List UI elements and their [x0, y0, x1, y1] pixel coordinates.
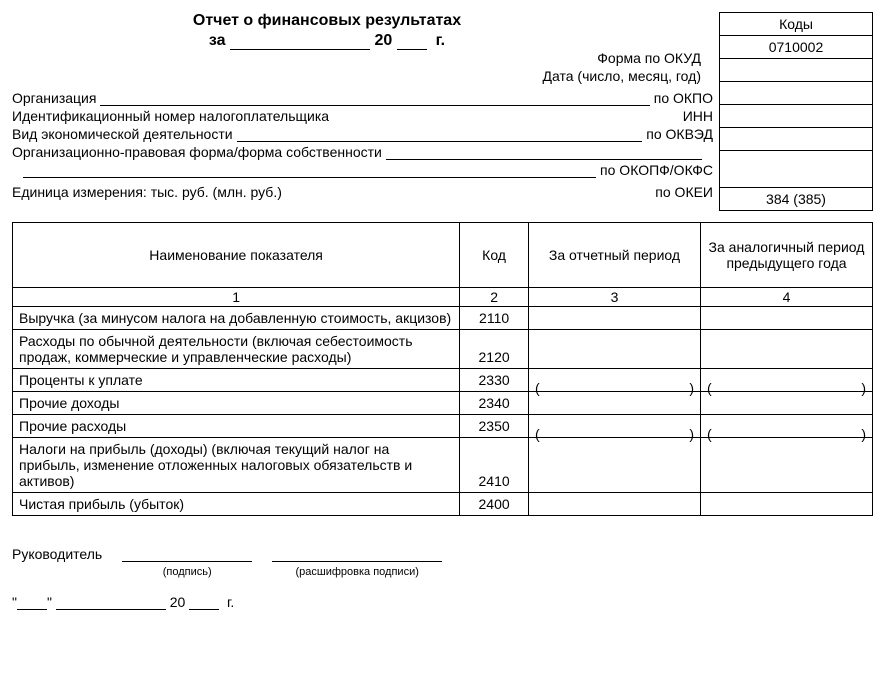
row-current: ()	[528, 415, 700, 438]
okpo-cell	[720, 82, 873, 105]
row-prev	[700, 307, 872, 330]
okopf-label: по ОКОПФ/ОКФС	[600, 162, 713, 178]
row-current	[528, 438, 700, 493]
row-prev	[700, 438, 872, 493]
form-okud-label: Форма по ОКУД	[12, 50, 701, 66]
row-name: Расходы по обычной деятельности (включая…	[13, 330, 460, 369]
okud-value: 0710002	[720, 36, 873, 59]
unit-label: Единица измерения: тыс. руб. (млн. руб.)	[12, 184, 282, 200]
table-row: Прочие доходы2340	[13, 392, 873, 415]
row-name: Чистая прибыль (убыток)	[13, 493, 460, 516]
period-blank	[230, 33, 370, 50]
numcol-4: 4	[700, 288, 872, 307]
okei-value: 384 (385)	[720, 188, 873, 211]
activity-fill	[237, 126, 643, 142]
table-row: Налоги на прибыль (доходы) (включая теку…	[13, 438, 873, 493]
title-line2: за 20 г.	[162, 32, 492, 50]
col-code: Код	[460, 223, 529, 288]
month-blank	[56, 595, 166, 610]
row-prev: ()	[700, 415, 872, 438]
date-label: Дата (число, месяц, год)	[12, 68, 701, 84]
row-name: Прочие доходы	[13, 392, 460, 415]
row-code: 2120	[460, 330, 529, 369]
sign-caption: (подпись)	[122, 566, 252, 578]
row-code: 2110	[460, 307, 529, 330]
row-current	[528, 392, 700, 415]
inn-cell	[720, 105, 873, 128]
decode-blank	[272, 546, 442, 562]
date-line: "" 20 г.	[12, 594, 873, 610]
okopf-cell	[720, 151, 873, 188]
row-name: Налоги на прибыль (доходы) (включая теку…	[13, 438, 460, 493]
col-name: Наименование показателя	[13, 223, 460, 288]
title-line1: Отчет о финансовых результатах	[162, 12, 492, 30]
inn-left-label: Идентификационный номер налогоплательщик…	[12, 108, 329, 124]
day-blank	[17, 595, 47, 610]
col-prev: За аналогичный период предыдущего года	[700, 223, 872, 288]
org-fill	[100, 90, 649, 106]
row-prev: ()	[700, 369, 872, 392]
sig-year-blank	[189, 595, 219, 610]
row-code: 2330	[460, 369, 529, 392]
title-block: Отчет о финансовых результатах за 20 г.	[162, 12, 492, 50]
org-label: Организация	[12, 90, 96, 106]
row-name: Выручка (за минусом налога на добавленну…	[13, 307, 460, 330]
legal-form-fill2	[23, 162, 596, 178]
table-row: Проценты к уплате2330()()	[13, 369, 873, 392]
signature-block: Руководитель Руководитель (подпись) (рас…	[12, 546, 873, 610]
legal-form-fill	[386, 144, 702, 160]
col-current: За отчетный период	[528, 223, 700, 288]
row-prev	[700, 330, 872, 369]
row-code: 2340	[460, 392, 529, 415]
table-row: Чистая прибыль (убыток)2400	[13, 493, 873, 516]
leader-label: Руководитель	[12, 546, 102, 562]
sign-blank	[122, 546, 252, 562]
row-code: 2410	[460, 438, 529, 493]
row-current	[528, 330, 700, 369]
activity-label: Вид экономической деятельности	[12, 126, 233, 142]
row-code: 2350	[460, 415, 529, 438]
table-row: Выручка (за минусом налога на добавленну…	[13, 307, 873, 330]
numcol-3: 3	[528, 288, 700, 307]
legal-form-label: Организационно-правовая форма/форма собс…	[12, 144, 382, 160]
year-blank	[397, 33, 427, 50]
row-name: Прочие расходы	[13, 415, 460, 438]
codes-header: Коды	[720, 13, 873, 36]
okpo-label: по ОКПО	[654, 90, 713, 106]
row-current: ()	[528, 369, 700, 392]
okei-label: по ОКЕИ	[655, 184, 713, 200]
row-current	[528, 307, 700, 330]
main-table: Наименование показателя Код За отчетный …	[12, 222, 873, 516]
row-prev	[700, 392, 872, 415]
row-name: Проценты к уплате	[13, 369, 460, 392]
numcol-1: 1	[13, 288, 460, 307]
table-row: Расходы по обычной деятельности (включая…	[13, 330, 873, 369]
table-row: Прочие расходы2350()()	[13, 415, 873, 438]
row-code: 2400	[460, 493, 529, 516]
numcol-2: 2	[460, 288, 529, 307]
inn-right-label: ИНН	[683, 108, 713, 124]
okved-cell	[720, 128, 873, 151]
codes-box: Коды 0710002 384 (385)	[719, 12, 873, 211]
decode-caption: (расшифровка подписи)	[272, 566, 442, 578]
row-current	[528, 493, 700, 516]
okved-label: по ОКВЭД	[646, 126, 713, 142]
date-code-cell	[720, 59, 873, 82]
row-prev	[700, 493, 872, 516]
